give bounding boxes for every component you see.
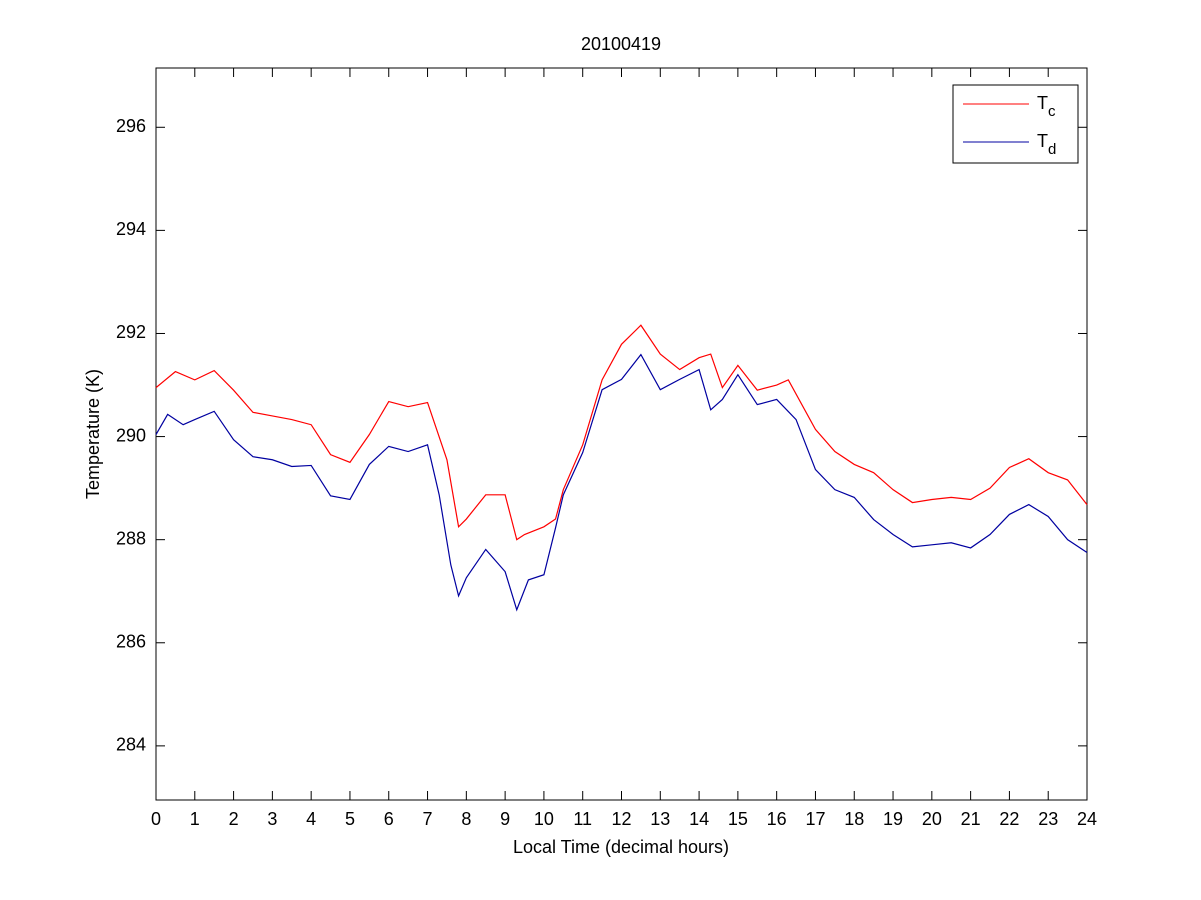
x-tick-label: 6: [384, 809, 394, 829]
chart-title: 20100419: [581, 34, 661, 54]
legend-box: [952, 84, 1079, 164]
x-tick-label: 7: [423, 809, 433, 829]
data-line: [155, 353, 1088, 612]
y-tick-label: 294: [116, 219, 146, 239]
x-tick-label: 2: [229, 809, 239, 829]
x-tick-label: 12: [611, 809, 631, 829]
x-tick-label: 14: [689, 809, 709, 829]
legend-label: Td: [1037, 131, 1056, 158]
x-tick-label: 22: [999, 809, 1019, 829]
data-line: [155, 324, 1088, 541]
y-tick-label: 288: [116, 528, 146, 548]
x-tick-label: 5: [345, 809, 355, 829]
x-tick-label: 9: [500, 809, 510, 829]
x-tick-label: 20: [922, 809, 942, 829]
x-tick-label: 10: [534, 809, 554, 829]
x-tick-label: 16: [767, 809, 787, 829]
x-tick-label: 18: [844, 809, 864, 829]
x-tick-label: 4: [306, 809, 316, 829]
legend-label: Tc: [1037, 93, 1056, 120]
x-tick-label: 0: [151, 809, 161, 829]
y-tick-label: 284: [116, 735, 146, 755]
x-tick-label: 11: [573, 809, 592, 829]
y-tick-label: 296: [116, 116, 146, 136]
y-tick-label: 286: [116, 632, 146, 652]
x-axis-label: Local Time (decimal hours): [513, 837, 729, 857]
x-tick-label: 13: [650, 809, 670, 829]
x-tick-label: 21: [961, 809, 981, 829]
x-tick-label: 19: [883, 809, 903, 829]
x-tick-label: 1: [190, 809, 200, 829]
x-tick-label: 24: [1077, 809, 1097, 829]
y-tick-label: 290: [116, 425, 146, 445]
x-tick-label: 3: [267, 809, 277, 829]
y-axis-label: Temperature (K): [83, 369, 103, 499]
y-tick-label: 292: [116, 322, 146, 342]
x-tick-label: 23: [1038, 809, 1058, 829]
x-tick-label: 17: [805, 809, 825, 829]
x-tick-label: 15: [728, 809, 748, 829]
x-tick-label: 8: [461, 809, 471, 829]
